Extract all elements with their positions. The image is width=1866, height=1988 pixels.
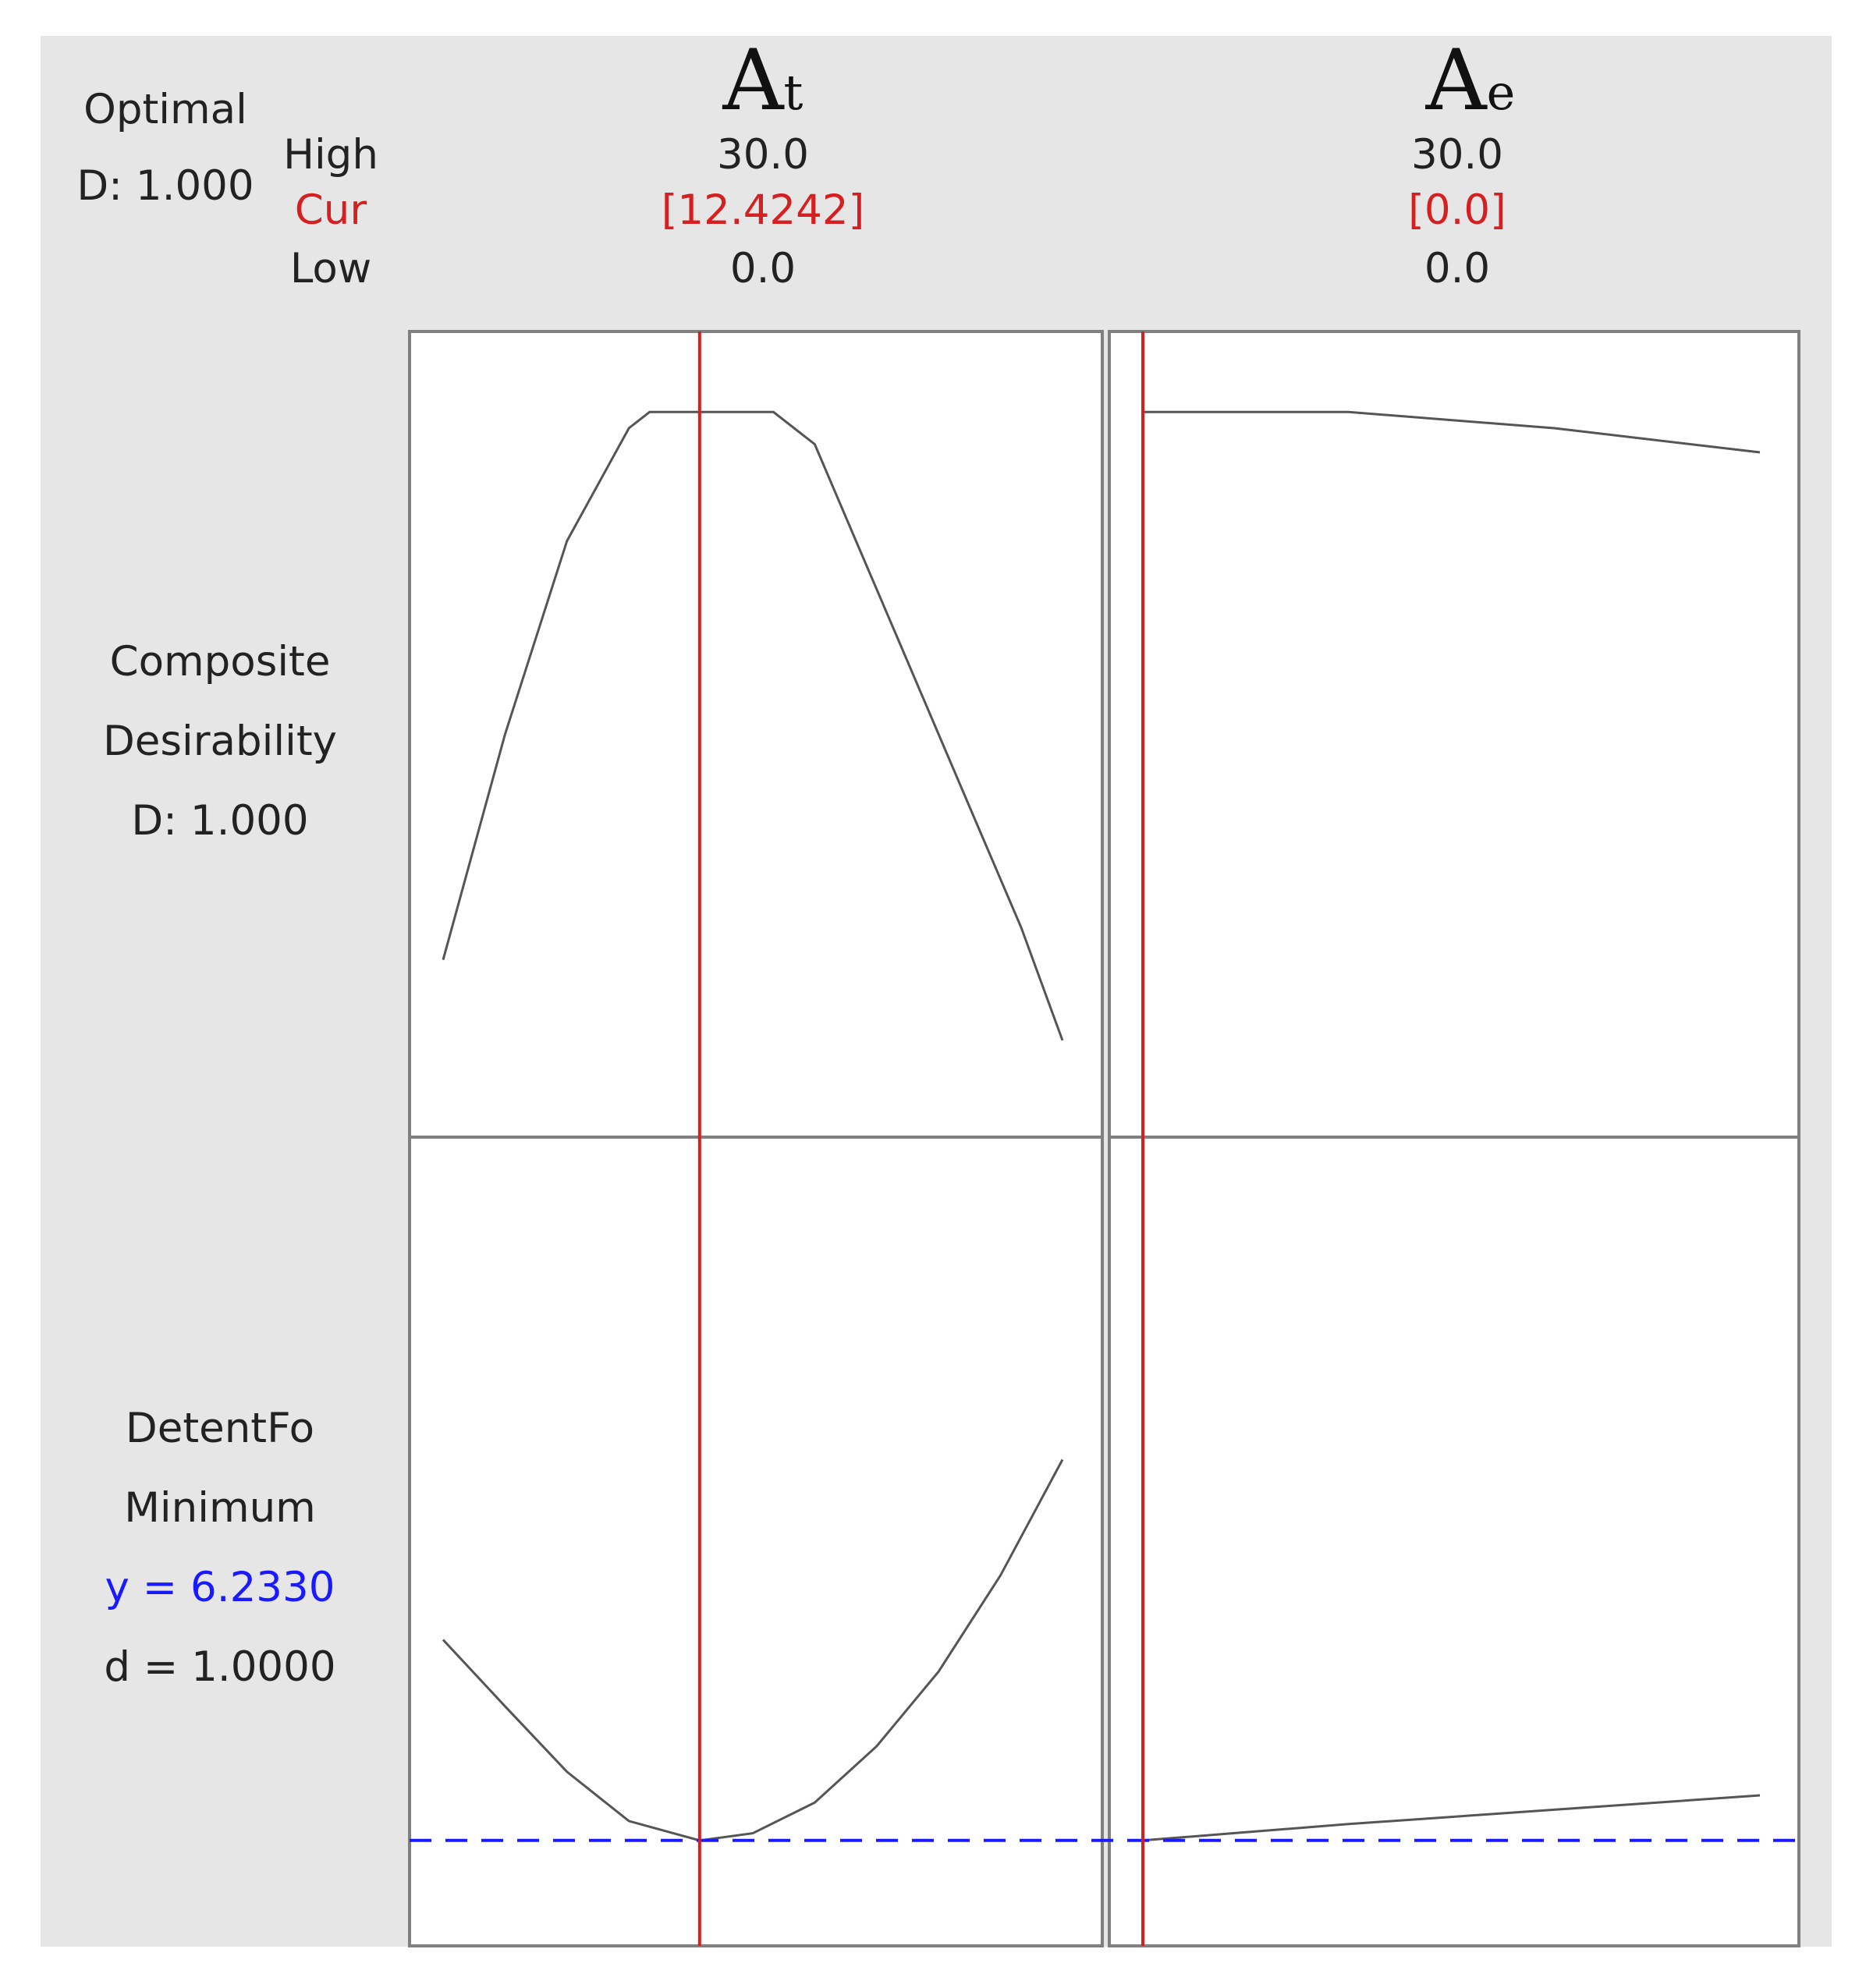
optimal-d-value: D: 1.000 [76, 162, 254, 210]
optimal-label: Optimal [83, 86, 247, 133]
factor-ae-subscript: e [1486, 64, 1516, 121]
cur-label: Cur [294, 186, 367, 234]
factor-ae-low: 0.0 [1424, 245, 1491, 292]
factor-ae-name: Ae [1426, 39, 1516, 123]
panel-detent_force-At [408, 1136, 1104, 1947]
high-label: High [283, 131, 378, 179]
panel-detent_force-Ae [1108, 1136, 1800, 1947]
composite-label-line2: Desirability [103, 718, 337, 765]
response-y-value: y = 6.2330 [105, 1564, 335, 1611]
panel-composite_desirability-Ae [1108, 330, 1800, 1139]
factor-at-high: 30.0 [716, 131, 810, 179]
panel-composite_desirability-At [408, 330, 1104, 1139]
curve-detent_force-Ae [1142, 1794, 1761, 1842]
factor-at-low: 0.0 [729, 245, 796, 292]
response-name: DetentFo [125, 1405, 315, 1452]
response-d-value: d = 1.0000 [104, 1643, 336, 1691]
curve-composite_desirability-At [442, 410, 1064, 1041]
factor-at-name: At [723, 39, 804, 123]
factor-at-subscript: t [783, 64, 804, 121]
factor-at-current[interactable]: [12.4242] [661, 186, 865, 234]
factor-at-letter: A [722, 32, 784, 129]
composite-label-line1: Composite [109, 638, 331, 686]
curve-detent_force-At [442, 1458, 1064, 1842]
factor-ae-current[interactable]: [0.0] [1408, 186, 1506, 234]
factor-ae-letter: A [1425, 32, 1487, 129]
response-goal: Minimum [124, 1484, 316, 1532]
low-label: Low [289, 245, 372, 292]
factor-ae-high: 30.0 [1410, 131, 1504, 179]
composite-d-value: D: 1.000 [131, 797, 309, 845]
curve-composite_desirability-Ae [1143, 410, 1761, 454]
